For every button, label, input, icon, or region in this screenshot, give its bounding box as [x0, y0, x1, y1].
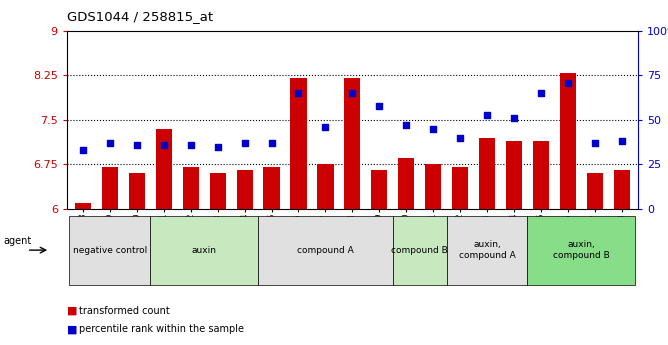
Bar: [156, 129, 172, 209]
Text: auxin,
compound B: auxin, compound B: [553, 240, 610, 260]
Point: [320, 124, 331, 130]
Point: [617, 138, 627, 144]
Point: [482, 112, 492, 117]
Bar: [344, 78, 361, 209]
Bar: [425, 164, 442, 209]
Point: [132, 142, 142, 148]
Point: [455, 135, 466, 140]
Point: [158, 142, 169, 148]
Point: [105, 140, 116, 146]
Bar: [75, 203, 91, 209]
Bar: [129, 173, 145, 209]
Text: compound A: compound A: [297, 246, 354, 255]
Bar: [291, 78, 307, 209]
Bar: [317, 164, 333, 209]
Bar: [210, 173, 226, 209]
Point: [374, 103, 385, 108]
Text: ■: ■: [67, 306, 77, 315]
Point: [536, 90, 546, 96]
Text: transformed count: transformed count: [79, 306, 170, 315]
Bar: [587, 173, 603, 209]
Text: percentile rank within the sample: percentile rank within the sample: [79, 325, 244, 334]
Bar: [533, 141, 549, 209]
Point: [589, 140, 600, 146]
Point: [347, 90, 358, 96]
Text: agent: agent: [3, 236, 31, 246]
Point: [401, 122, 411, 128]
Text: GDS1044 / 258815_at: GDS1044 / 258815_at: [67, 10, 213, 23]
Text: negative control: negative control: [73, 246, 147, 255]
Bar: [182, 167, 199, 209]
Bar: [614, 170, 630, 209]
Point: [562, 80, 573, 85]
Bar: [452, 167, 468, 209]
Bar: [263, 167, 280, 209]
Point: [212, 144, 223, 149]
Bar: [371, 170, 387, 209]
Text: auxin,
compound A: auxin, compound A: [459, 240, 516, 260]
Point: [267, 140, 277, 146]
Bar: [398, 158, 414, 209]
Bar: [560, 72, 576, 209]
Point: [186, 142, 196, 148]
Point: [77, 147, 88, 153]
Bar: [506, 141, 522, 209]
Text: compound B: compound B: [391, 246, 448, 255]
Bar: [479, 138, 495, 209]
Point: [428, 126, 438, 131]
Text: auxin: auxin: [192, 246, 216, 255]
Point: [239, 140, 250, 146]
Bar: [236, 170, 253, 209]
Point: [293, 90, 304, 96]
Bar: [102, 167, 118, 209]
Point: [508, 115, 519, 121]
Text: ■: ■: [67, 325, 77, 334]
